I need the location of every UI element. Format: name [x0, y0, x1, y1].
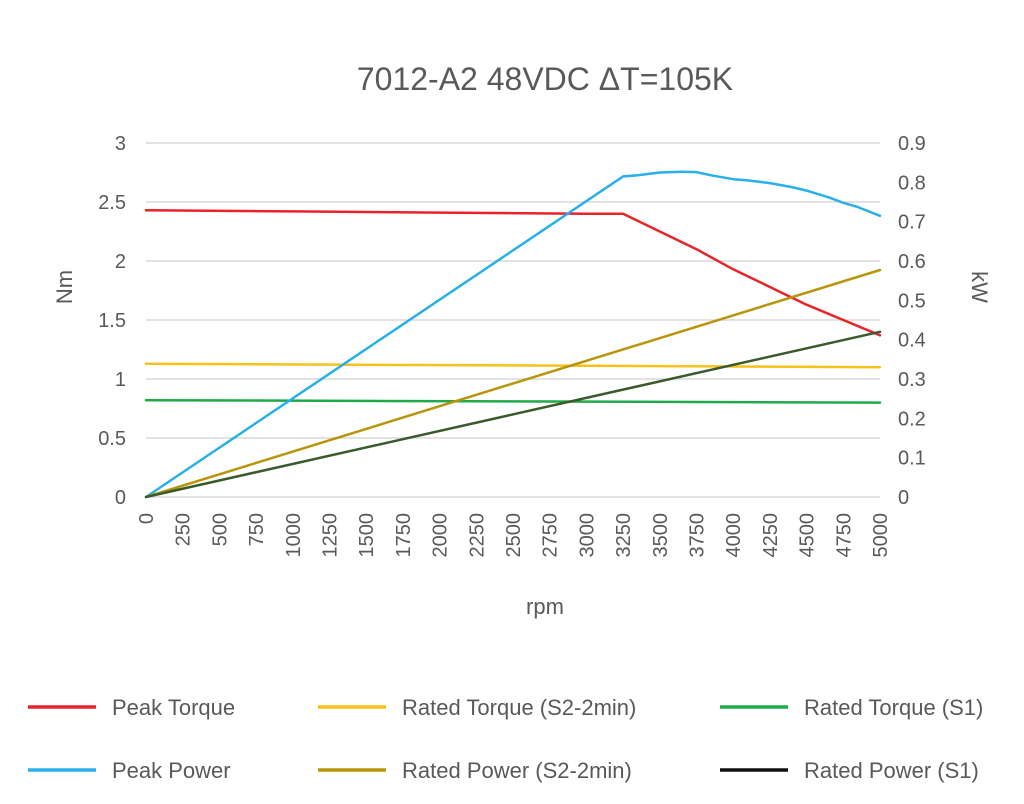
chart-title: 7012-A2 48VDC ΔT=105K — [357, 61, 733, 97]
y2-tick-label: 0.4 — [898, 330, 926, 352]
x-tick-label: 1750 — [393, 513, 415, 558]
legend-label: Rated Torque (S1) — [804, 695, 983, 720]
x-tick-label: 4500 — [797, 513, 819, 558]
y2-axis-title: kW — [967, 271, 992, 303]
y2-tick-label: 0.6 — [898, 251, 926, 273]
x-tick-label: 3500 — [650, 513, 672, 558]
x-tick-label: 500 — [209, 513, 231, 546]
series-line-6 — [144, 330, 882, 499]
y2-tick-label: 0.1 — [898, 448, 926, 470]
x-tick-label: 750 — [246, 513, 268, 546]
series-line-3 — [144, 398, 882, 404]
legend-label: Rated Power (S2-2min) — [402, 758, 632, 783]
legend: Peak Torque Rated Torque (S2-2min) Rated T… — [28, 695, 983, 783]
x-tick-label: 1000 — [283, 513, 305, 558]
x-tick-label: 4250 — [760, 513, 782, 558]
x-tick-label: 250 — [173, 513, 195, 546]
x-tick-label: 5000 — [870, 513, 892, 558]
y2-tick-label: 0.3 — [898, 369, 926, 391]
y-tick-label: 2.5 — [98, 192, 126, 214]
y-tick-label: 2 — [115, 251, 126, 273]
y-tick-label: 3 — [115, 133, 126, 155]
y-axis-ticks: 0 0.5 1 1.5 2 2.5 3 — [98, 133, 126, 509]
x-tick-label: 4750 — [833, 513, 855, 558]
series-line-4 — [144, 170, 882, 499]
legend-label: Peak Power — [112, 758, 231, 783]
y2-tick-label: 0.2 — [898, 408, 926, 430]
series-line-5 — [144, 268, 882, 499]
y2-tick-label: 0.5 — [898, 290, 926, 312]
legend-label: Rated Torque (S2-2min) — [402, 695, 636, 720]
x-tick-label: 3250 — [613, 513, 635, 558]
x-tick-label: 1250 — [320, 513, 342, 558]
x-tick-label: 1500 — [356, 513, 378, 558]
y-tick-label: 1 — [115, 369, 126, 391]
y2-tick-label: 0 — [898, 487, 909, 509]
y2-axis-ticks: 0 0.1 0.2 0.3 0.4 0.5 0.6 0.7 0.8 0.9 — [898, 133, 926, 509]
x-tick-label: 0 — [136, 513, 158, 524]
y2-tick-label: 0.8 — [898, 172, 926, 194]
x-tick-label: 4000 — [723, 513, 745, 558]
x-axis-ticks: 0 250 500 750 1000 1250 1500 1750 2000 2250 2500 27… — [136, 513, 892, 558]
y-tick-label: 0.5 — [98, 428, 126, 450]
x-tick-label: 2250 — [466, 513, 488, 558]
grid — [146, 142, 880, 498]
series-line-2 — [144, 362, 882, 369]
y-tick-label: 1.5 — [98, 310, 126, 332]
x-tick-label: 3750 — [687, 513, 709, 558]
legend-label: Peak Torque — [112, 695, 235, 720]
x-tick-label: 3000 — [576, 513, 598, 558]
y-axis-title: Nm — [52, 270, 77, 304]
y2-tick-label: 0.9 — [898, 133, 926, 155]
y2-tick-label: 0.7 — [898, 212, 926, 234]
y-tick-label: 0 — [115, 487, 126, 509]
series-line-1 — [144, 209, 882, 337]
x-tick-label: 2750 — [540, 513, 562, 558]
series-group — [144, 170, 882, 499]
x-axis-title: rpm — [526, 594, 564, 619]
legend-label: Rated Power (S1) — [804, 758, 979, 783]
x-tick-label: 2500 — [503, 513, 525, 558]
x-tick-label: 2000 — [430, 513, 452, 558]
